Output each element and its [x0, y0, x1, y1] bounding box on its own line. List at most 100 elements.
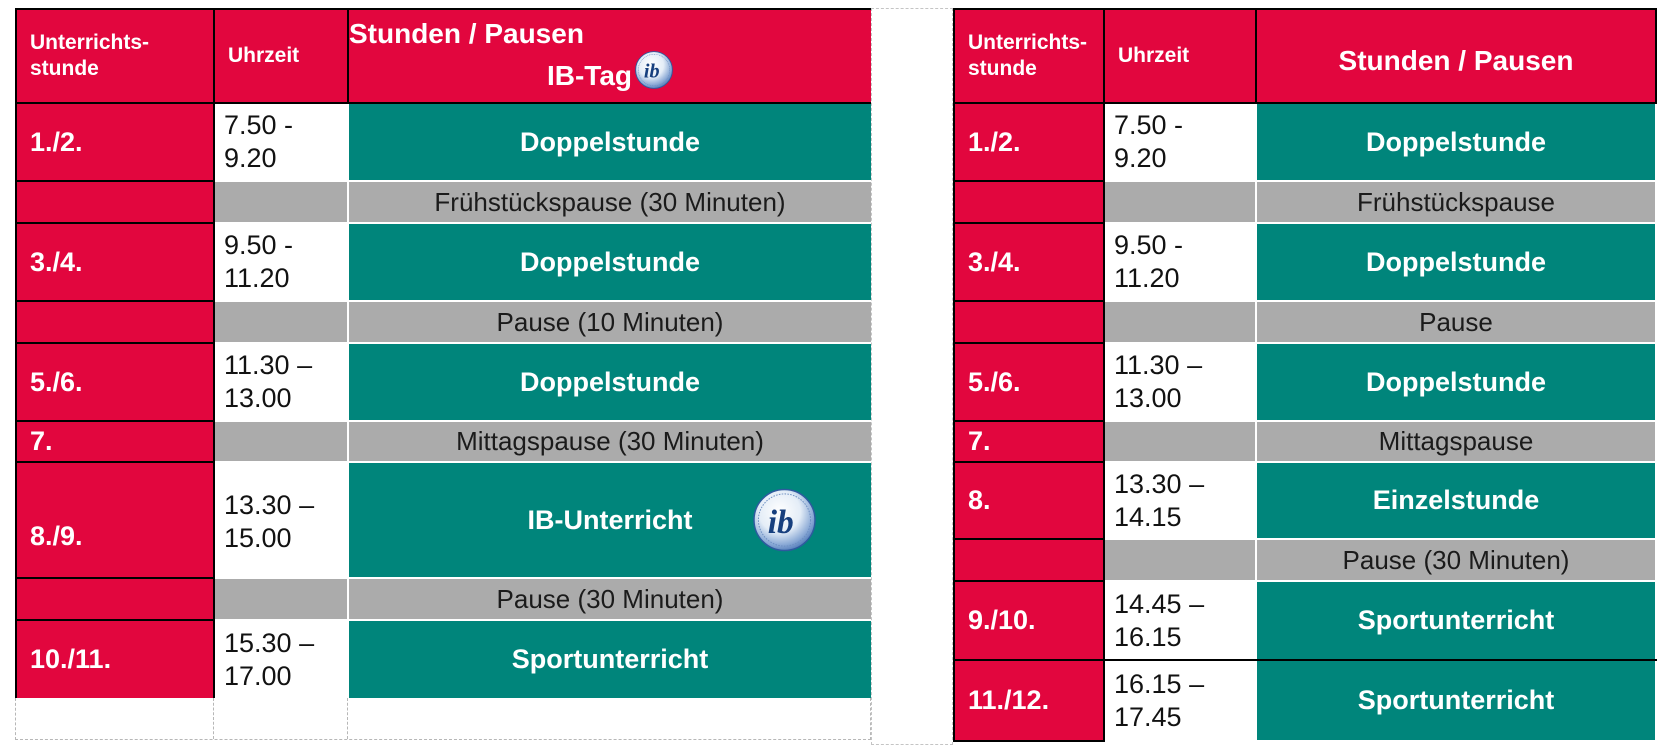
empty-cell: [16, 698, 214, 739]
time-range: 7.50 - 9.20: [224, 110, 294, 173]
pause-number-cell: [15, 300, 215, 344]
header-ib-tag-label: IB-Tag: [546, 59, 633, 91]
lesson-number-cell: 9./10.: [953, 580, 1105, 661]
ib-logo-letters: ib: [768, 504, 794, 541]
header-row: Unterrichts- stunde Uhrzeit Stunden / Pa…: [953, 8, 1657, 104]
pause-row: Pause (30 Minuten): [953, 538, 1657, 582]
time-range: 7.50 - 9.20: [1114, 110, 1184, 173]
lesson-label: Einzelstunde: [1372, 485, 1540, 515]
pause-row: Pause (10 Minuten): [15, 300, 873, 344]
pause-label-cell: Mittagspause (30 Minuten): [347, 420, 873, 463]
pause-label-cell: Frühstückspause: [1255, 180, 1657, 224]
lesson-label: Doppelstunde: [1366, 126, 1546, 157]
time-cell: 7.50 - 9.20: [1103, 102, 1257, 182]
pause-label-cell: Pause (30 Minuten): [347, 577, 873, 621]
header-unterrichtsstunde-label: Unterrichts- stunde: [968, 30, 1088, 80]
lesson-number-cell: 1./2.: [953, 102, 1105, 182]
pause-label: Frühstückspause: [1357, 186, 1555, 217]
lesson-number: 10./11.: [30, 644, 112, 674]
lesson-label-cell: Sportunterricht: [1255, 659, 1657, 742]
time-cell: 9.50 - 11.20: [213, 222, 349, 302]
lesson-number: 9./10.: [968, 605, 1036, 635]
time-range: 13.30 – 15.00: [224, 489, 315, 553]
pause-label-cell: Mittagspause: [1255, 420, 1657, 463]
lesson-row: 3./4. 9.50 - 11.20 Doppelstunde: [953, 222, 1657, 302]
time-cell: 13.30 – 15.00: [213, 461, 349, 579]
lesson-number-cell: 3./4.: [15, 222, 215, 302]
time-cell: 11.30 – 13.00: [1103, 342, 1257, 422]
pause-spacer-cell: [213, 420, 349, 463]
ib-logo-icon: ib: [753, 488, 816, 552]
time-cell: 9.50 - 11.20: [1103, 222, 1257, 302]
lesson-label: Doppelstunde: [1366, 366, 1546, 397]
lesson-row: 1./2. 7.50 - 9.20 Doppelstunde: [953, 102, 1657, 182]
lesson-label-cell: Doppelstunde: [347, 342, 873, 422]
pause-label-cell: Frühstückspause (30 Minuten): [347, 180, 873, 224]
time-range: 11.30 – 13.00: [1114, 350, 1203, 413]
lesson-label-cell: Sportunterricht: [347, 619, 873, 700]
lesson-number: 5./6.: [30, 366, 83, 397]
pause-spacer-cell: [1103, 180, 1257, 224]
table-gap-strip: [871, 8, 953, 745]
time-range: 9.50 - 11.20: [1114, 230, 1184, 293]
pause-label-cell: Pause: [1255, 300, 1657, 344]
lesson-row: 8. 13.30 – 14.15 Einzelstunde: [953, 461, 1657, 540]
lesson-label: Sportunterricht: [1357, 685, 1555, 715]
lesson-row: 11./12. 16.15 – 17.45 Sportunterricht: [953, 659, 1657, 742]
lesson-label-cell: Einzelstunde: [1255, 461, 1657, 540]
time-cell: 13.30 – 14.15: [1103, 461, 1257, 540]
time-cell: 16.15 – 17.45: [1103, 659, 1257, 742]
header-uhrzeit-label: Uhrzeit: [228, 43, 300, 67]
lesson-number: 1./2.: [30, 126, 83, 157]
lesson-row: 3./4. 9.50 - 11.20 Doppelstunde: [15, 222, 873, 302]
lesson-number-cell: 8.: [953, 461, 1105, 540]
pause-label: Pause: [1419, 306, 1493, 337]
left-timetable: Unterrichts- stunde Uhrzeit Stunden / Pa…: [15, 8, 873, 700]
lesson-number: 3./4.: [968, 246, 1021, 277]
header-uhrzeit: Uhrzeit: [1103, 8, 1257, 104]
lesson-number-cell: 11./12.: [953, 659, 1105, 742]
pause-number-cell: 7.: [15, 420, 215, 463]
pause-spacer-cell: [213, 180, 349, 224]
time-range: 9.50 - 11.20: [224, 230, 294, 293]
pause-spacer-cell: [213, 577, 349, 621]
pause-row: Frühstückspause (30 Minuten): [15, 180, 873, 224]
lesson-number-cell: 5./6.: [953, 342, 1105, 422]
time-cell: 14.45 – 16.15: [1103, 580, 1257, 661]
ib-logo-letters: ib: [644, 60, 660, 82]
pause-label-cell: Pause (30 Minuten): [1255, 538, 1657, 582]
pause-number-cell: [15, 180, 215, 224]
lesson-number-cell: 5./6.: [15, 342, 215, 422]
empty-row: [15, 698, 871, 740]
lesson-number: 7.: [968, 426, 991, 456]
time-range: 13.30 – 14.15: [1114, 468, 1205, 532]
pause-row: Pause (30 Minuten): [15, 577, 873, 621]
lesson-row: 5./6. 11.30 – 13.00 Doppelstunde: [15, 342, 873, 422]
lesson-number: 1./2.: [968, 126, 1021, 157]
lesson-number: 8./9.: [30, 520, 83, 551]
lesson-label-cell: Doppelstunde: [347, 222, 873, 302]
pause-row: 7. Mittagspause (30 Minuten): [15, 420, 873, 463]
lesson-label-cell: IB-Unterricht ib: [347, 461, 873, 579]
lesson-label-cell: Doppelstunde: [1255, 102, 1657, 182]
lesson-label: IB-Unterricht: [527, 504, 693, 535]
lesson-label: Doppelstunde: [1366, 246, 1546, 277]
pause-spacer-cell: [1103, 420, 1257, 463]
header-unterrichtsstunde: Unterrichts- stunde: [953, 8, 1105, 104]
right-timetable: Unterrichts- stunde Uhrzeit Stunden / Pa…: [953, 8, 1657, 742]
pause-label: Pause (30 Minuten): [496, 583, 724, 614]
header-uhrzeit-label: Uhrzeit: [1118, 43, 1190, 67]
lesson-number-cell: 1./2.: [15, 102, 215, 182]
pause-label-cell: Pause (10 Minuten): [347, 300, 873, 344]
header-stunden-pausen: Stunden / Pausen IB-Tag: [347, 8, 873, 104]
empty-cell: [214, 698, 348, 739]
lesson-number-cell: 3./4.: [953, 222, 1105, 302]
pause-spacer-cell: [1103, 300, 1257, 344]
header-uhrzeit: Uhrzeit: [213, 8, 349, 104]
pause-row: Pause: [953, 300, 1657, 344]
lesson-row: 8./9. 13.30 – 15.00 IB-Unterricht ib: [15, 461, 873, 579]
header-stunden-pausen-label: Stunden / Pausen: [1338, 44, 1574, 76]
header-unterrichtsstunde: Unterrichts- stunde: [15, 8, 215, 104]
lesson-label-cell: Doppelstunde: [1255, 222, 1657, 302]
lesson-number: 3./4.: [30, 246, 83, 277]
